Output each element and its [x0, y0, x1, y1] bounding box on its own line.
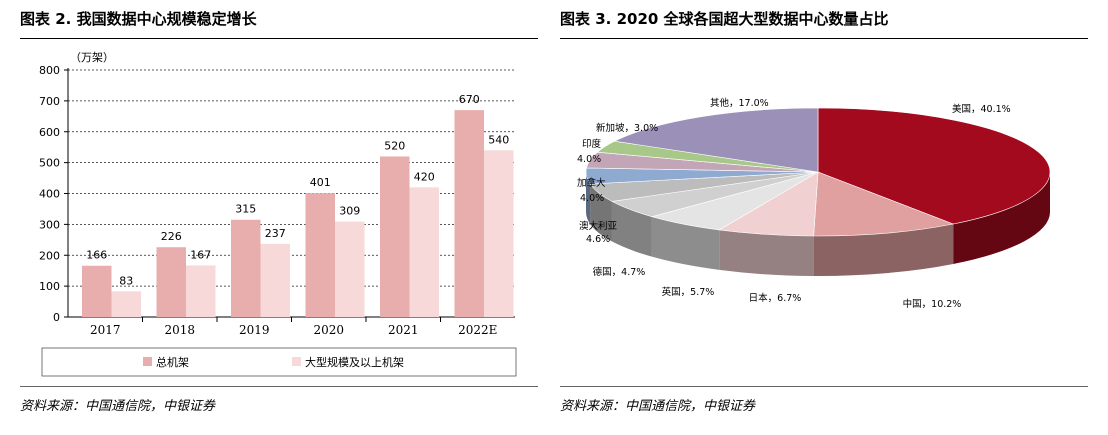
bar-chart-source: 资料来源：中国通信院，中银证券: [20, 399, 216, 414]
bar-value-label: 237: [265, 227, 286, 240]
y-tick-label: 800: [39, 64, 60, 77]
legend-swatch: [143, 357, 152, 366]
bar-large: [335, 221, 365, 317]
pie-chart-title: 图表 3. 2020 全球各国超大型数据中心数量占比: [560, 10, 889, 28]
bar-value-label: 520: [384, 139, 405, 152]
pie-slice-label: 英国，5.7%: [662, 286, 715, 298]
pie-slice-side: [953, 172, 1050, 265]
pie-slice-side: [813, 224, 954, 276]
pie-slice-label: 新加坡，3.0%: [596, 122, 658, 134]
x-tick-label: 2020: [313, 323, 344, 337]
x-tick-label: 2017: [90, 323, 121, 337]
pie-slice-side: [586, 172, 591, 224]
bar-value-label: 309: [339, 205, 360, 218]
bar-total: [82, 265, 112, 317]
bar-value-label: 166: [86, 249, 107, 262]
x-tick-label: 2018: [164, 323, 195, 337]
legend-label: 大型规模及以上机架: [305, 355, 404, 369]
pie-slice-label: 德国，4.7%: [593, 266, 646, 278]
y-tick-label: 600: [39, 126, 60, 139]
bar-chart-title: 图表 2. 我国数据中心规模稳定增长: [20, 10, 257, 28]
title-rule: [20, 38, 538, 39]
source-rule: [560, 386, 1088, 387]
pie-labels: 美国，40.1% 中国，10.2% 日本，6.7% 英国，5.7% 德国，4.7% 澳大利…: [577, 97, 1011, 310]
legend-label: 总机架: [156, 355, 189, 369]
bar-total: [305, 193, 335, 317]
bar-large: [260, 243, 290, 317]
source-rule: [20, 386, 538, 387]
y-tick-label: 300: [39, 218, 60, 231]
pie-chart: 美国，40.1% 中国，10.2% 日本，6.7% 英国，5.7% 德国，4.7% 澳大利…: [577, 97, 1051, 310]
y-tick-label: 0: [53, 311, 60, 324]
y-tick-label: 400: [39, 188, 60, 201]
pie-side-walls: [586, 172, 1050, 276]
pie-top-faces: [585, 107, 1051, 237]
pie-slice-side: [719, 229, 814, 276]
pie-slice-label: 其他，17.0%: [710, 97, 769, 109]
pie-slice-label: 加拿大 4.0%: [577, 177, 606, 204]
pie-slice-label: 日本，6.7%: [749, 292, 802, 304]
bar-large: [484, 150, 514, 317]
y-unit-label: （万架）: [70, 51, 114, 64]
bar-value-label: 420: [414, 170, 435, 183]
title-rule: [560, 38, 1088, 39]
bar-chart-panel: 图表 2. 我国数据中心规模稳定增长 （万架） 0 100 200 300 400 500 6…: [0, 0, 540, 435]
pie-slice-label: 印度 4.0%: [577, 138, 602, 165]
plot-area: [67, 57, 520, 318]
y-tick-label: 500: [39, 157, 60, 170]
y-tick-label: 700: [39, 95, 60, 108]
bar-total: [454, 110, 484, 317]
bar-large: [186, 265, 216, 317]
pie-slice: [817, 107, 1051, 225]
x-tick-label: 2019: [239, 323, 270, 337]
bar-large: [409, 187, 439, 317]
bar-large: [111, 291, 141, 317]
pie-chart-source: 资料来源：中国通信院，中银证券: [560, 399, 756, 414]
bar-value-label: 167: [190, 248, 211, 261]
bar-total: [380, 156, 410, 317]
pie-slice-label: 中国，10.2%: [903, 298, 962, 310]
pie-slice-label: 澳大利亚 4.6%: [579, 220, 618, 245]
bar-value-label: 540: [488, 133, 509, 146]
bar-value-label: 401: [310, 176, 331, 189]
bar-total: [231, 219, 261, 317]
bar-value-label: 315: [235, 203, 256, 216]
pie-chart-panel: 图表 3. 2020 全球各国超大型数据中心数量占比 美国，40.1% 中国，10…: [560, 0, 1108, 435]
x-tick-label: 2021: [388, 323, 419, 337]
bar-value-label: 670: [459, 93, 480, 106]
pie-slice-side: [651, 216, 720, 270]
legend-box: [41, 347, 517, 377]
pie-slice-label: 美国，40.1%: [952, 103, 1011, 115]
bar-chart: （万架） 0 100 200 300 400 500 600 700 800 2017 166 83 20…: [39, 51, 520, 377]
bar-value-label: 83: [119, 274, 133, 287]
bar-value-label: 226: [161, 230, 182, 243]
y-tick-label: 200: [39, 249, 60, 262]
legend-swatch: [292, 357, 301, 366]
pie-slice: [613, 107, 819, 173]
bar-total: [156, 247, 186, 317]
pie-slice: [813, 171, 955, 237]
x-tick-label: 2022E: [458, 323, 497, 337]
y-tick-label: 100: [39, 280, 60, 293]
pie-slice-side: [611, 201, 652, 257]
